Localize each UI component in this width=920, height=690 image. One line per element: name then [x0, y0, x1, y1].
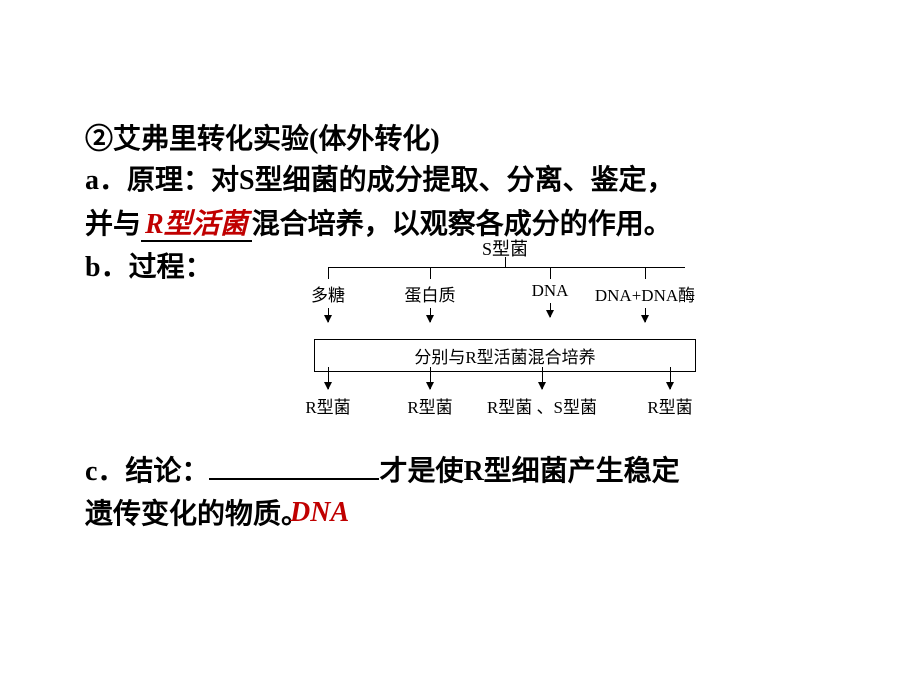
arrow-down-icon [670, 367, 671, 389]
experiment-diagram: S型菌 多糖蛋白质DNADNA+DNA酶 分别与R型活菌混合培养 R型菌R型菌R… [290, 235, 720, 430]
branch-label: 多糖 [298, 281, 358, 306]
section-title: ②艾弗里转化实验(体外转化) [85, 120, 845, 159]
conclusion-line-1: c．结论： 才是使R型细菌产生稳定 [85, 450, 845, 493]
branch-label: 蛋白质 [395, 281, 465, 306]
diagram-branch: 多糖 [298, 267, 358, 322]
arrow-down-icon [645, 308, 646, 322]
result-label: R型菌 [610, 393, 730, 418]
result-label: R型菌 [370, 393, 490, 418]
conclusion-prefix: c．结论： [85, 456, 209, 487]
diagram-branch: DNA [525, 267, 575, 317]
diagram-result: R型菌 [370, 367, 490, 418]
branch-label: DNA+DNA酶 [590, 281, 700, 306]
diagram-stem [505, 257, 506, 267]
arrow-down-icon [328, 367, 329, 389]
branch-label: DNA [525, 281, 575, 301]
conclusion-suffix: 才是使R型细菌产生稳定 [379, 456, 679, 487]
diagram-branch: 蛋白质 [395, 267, 465, 322]
conclusion-line-2: 遗传变化的物质。 [85, 493, 845, 536]
arrow-down-icon [542, 367, 543, 389]
diagram-result: R型菌 [610, 367, 730, 418]
arrow-down-icon [550, 303, 551, 317]
result-label: R型菌 、S型菌 [482, 393, 602, 418]
answer-a: R型活菌 [141, 209, 252, 242]
arrow-down-icon [328, 308, 329, 322]
arrow-down-icon [430, 367, 431, 389]
blank-line [209, 478, 379, 480]
answer-c: DNA [290, 497, 349, 529]
diagram-branch: DNA+DNA酶 [590, 267, 700, 322]
diagram-result: R型菌 、S型菌 [482, 367, 602, 418]
principle-line-1: a．原理：对S型细菌的成分提取、分离、鉴定， [85, 159, 845, 202]
principle-prefix: 并与 [85, 209, 141, 240]
arrow-down-icon [430, 308, 431, 322]
